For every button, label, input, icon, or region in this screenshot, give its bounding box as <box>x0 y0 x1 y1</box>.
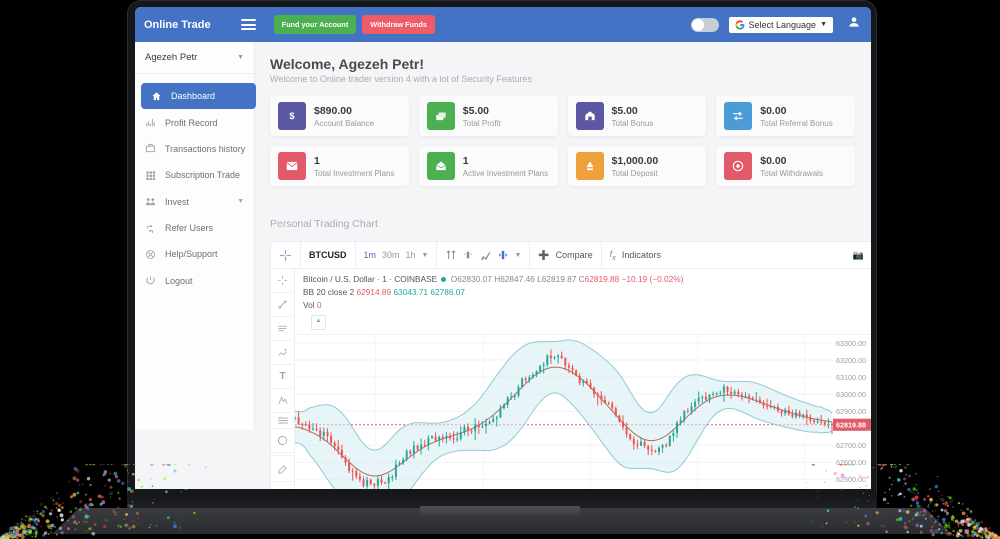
svg-text:63300.00: 63300.00 <box>836 338 866 347</box>
svg-text:62819.88: 62819.88 <box>836 420 866 429</box>
svg-text:62600.00: 62600.00 <box>836 458 866 467</box>
svg-text:62500.00: 62500.00 <box>836 475 866 484</box>
svg-text:63100.00: 63100.00 <box>836 373 866 382</box>
svg-text:62700.00: 62700.00 <box>836 441 866 450</box>
svg-text:62900.00: 62900.00 <box>836 407 866 416</box>
svg-text:$: $ <box>289 111 295 121</box>
svg-text:63200.00: 63200.00 <box>836 356 866 365</box>
svg-text:63000.00: 63000.00 <box>836 390 866 399</box>
